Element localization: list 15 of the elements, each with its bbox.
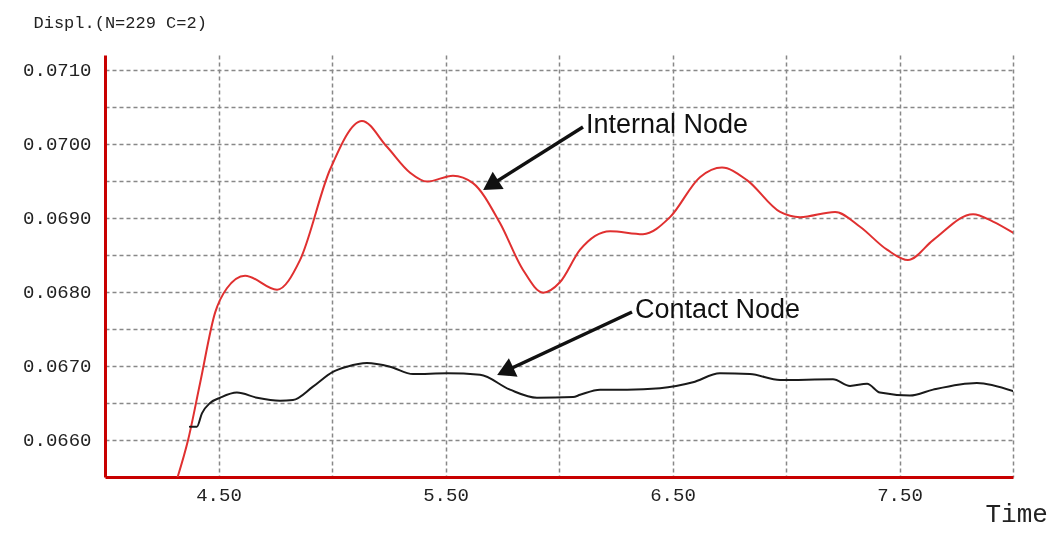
y-tick-label: 0.0700 [23,134,92,157]
x-tick-label: 5.50 [423,484,469,507]
x-tick-label: 7.50 [877,484,923,507]
annotation: Contact Node [635,294,801,324]
x-axis-title: Time [985,499,1048,530]
x-tick-label: 4.50 [196,484,242,507]
y-tick-label: 0.0670 [23,356,92,379]
y-tick-label: 0.0690 [23,208,92,231]
annotation: Internal Node [586,109,749,139]
x-tick-label: 6.50 [650,484,696,507]
y-axis-title: Displ.(N=229 C=2) [33,13,207,33]
line-series [188,361,1013,428]
y-tick-label: 0.0710 [23,60,92,83]
y-tick-label: 0.0660 [23,430,92,453]
y-tick-label: 0.0680 [23,282,92,305]
